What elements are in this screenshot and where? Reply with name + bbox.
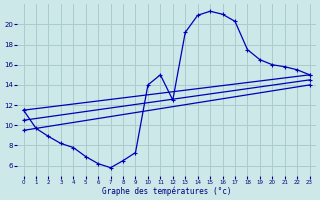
X-axis label: Graphe des températures (°c): Graphe des températures (°c) (102, 186, 231, 196)
